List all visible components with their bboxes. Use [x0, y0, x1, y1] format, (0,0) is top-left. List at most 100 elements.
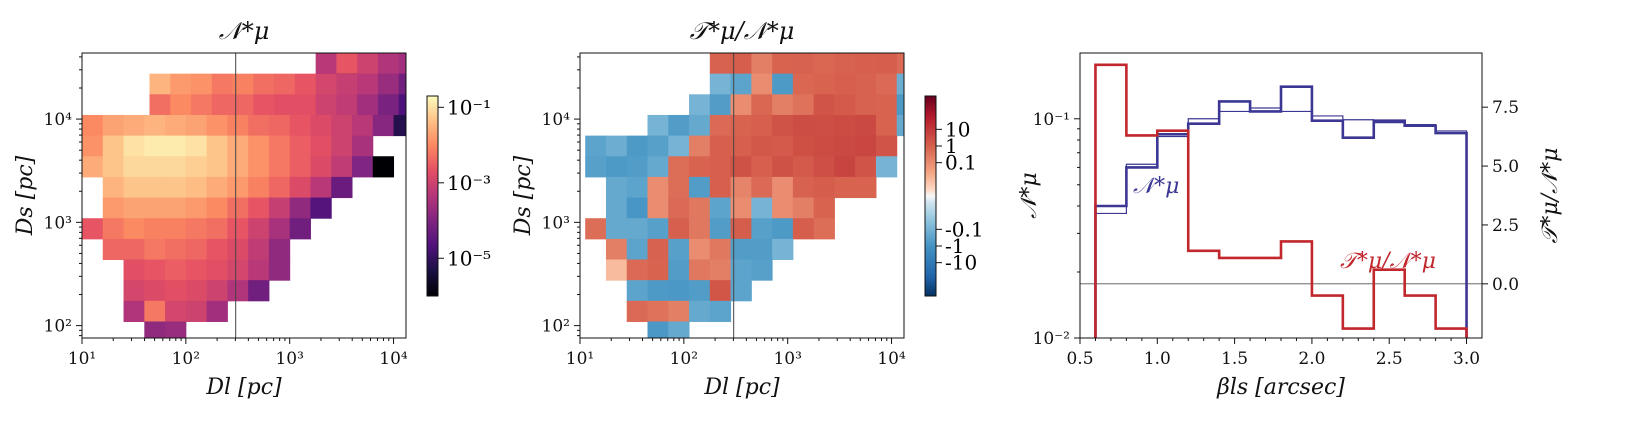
- heatmap-cell: [248, 218, 270, 240]
- heatmap-cell: [352, 135, 374, 157]
- heatmap-cell: [689, 135, 711, 157]
- heatmap-cell: [185, 176, 208, 199]
- panel-title: 𝒩*μ: [219, 17, 270, 45]
- heatmap-cell: [357, 94, 379, 116]
- x-tick-label: 1.5: [1221, 349, 1248, 369]
- heatmap-cell: [896, 94, 905, 116]
- heatmap-cell: [772, 94, 794, 116]
- heatmap-cell: [689, 259, 711, 281]
- heatmap-cell: [144, 135, 166, 157]
- heatmap-cell: [896, 73, 905, 95]
- x-tick-label: 10⁴: [379, 349, 408, 369]
- heatmap-cell: [248, 176, 270, 199]
- heatmap-cell: [668, 114, 690, 137]
- heatmap-cell: [185, 218, 208, 240]
- heatmap-cell: [227, 135, 249, 157]
- heatmap-cell: [709, 300, 732, 322]
- heatmap-cell: [398, 73, 407, 95]
- heatmap-cell: [813, 94, 835, 116]
- heatmap-cell: [352, 156, 374, 178]
- heatmap-cell: [227, 114, 249, 137]
- heatmap-cell: [336, 94, 358, 116]
- x-tick-label: 10³: [275, 349, 303, 369]
- heatmap-cell: [185, 156, 208, 178]
- heatmap-cell: [185, 114, 208, 137]
- heatmap-cell: [82, 156, 104, 178]
- legend-label-blue: 𝒩*μ: [1133, 174, 1179, 199]
- heatmap-cell: [730, 238, 752, 261]
- x-tick-label: 10¹: [68, 349, 96, 369]
- heatmap-cell: [668, 176, 690, 199]
- x-tick-label: 10³: [773, 349, 801, 369]
- heatmap-cell: [274, 94, 296, 116]
- heatmap-cell: [730, 135, 752, 157]
- heatmap-cell: [331, 156, 353, 178]
- heatmap-cell: [668, 280, 690, 302]
- heatmap-cell: [268, 218, 291, 240]
- heatmap-cell: [165, 259, 187, 281]
- heatmap-cell: [170, 94, 192, 116]
- heatmap-cell: [82, 218, 104, 240]
- heatmap-cell: [875, 114, 898, 137]
- heatmap-cell: [82, 114, 104, 137]
- heatmap-cell: [144, 238, 166, 261]
- heatmap-cell: [248, 280, 270, 302]
- heatmap-cell: [730, 73, 752, 95]
- heatmap-cell: [206, 238, 228, 261]
- heatmap-cell: [315, 53, 337, 75]
- y-axis-label: Ds [pc]: [13, 155, 38, 236]
- heatmap-cell: [274, 73, 296, 95]
- heatmap-cell: [377, 94, 400, 116]
- heatmap-cell: [248, 238, 270, 261]
- heatmap-cell: [102, 156, 125, 178]
- heatmap-cell: [398, 53, 407, 75]
- series-n-mu-thin: [1094, 107, 1468, 338]
- x-axis-label: βls [arcsec]: [1216, 375, 1345, 400]
- heatmap-cell: [227, 156, 249, 178]
- panel-left-heatmap: 10¹ 10² 10³ 10⁴ 10² 10³ 10⁴ 𝒩*μ Dl [pc] Ds [pc…: [13, 17, 491, 400]
- heatmap-cell: [268, 135, 291, 157]
- y2-tick-label: 5.0: [1492, 157, 1519, 177]
- heatmap-cell: [206, 280, 228, 302]
- heatmap-cell: [834, 73, 856, 95]
- heatmap-cell: [585, 156, 607, 178]
- heatmap-cell: [709, 280, 732, 302]
- heatmap-cell: [185, 197, 208, 219]
- heatmap-cell: [772, 176, 794, 199]
- x-tick-label: 1.0: [1144, 349, 1171, 369]
- x-tick-label: 10¹: [566, 349, 594, 369]
- heatmap-cell: [772, 218, 794, 240]
- heatmap-cell: [102, 197, 125, 219]
- heatmap-cell: [647, 321, 669, 339]
- heatmap-cell: [123, 197, 145, 219]
- heatmap-cell: [268, 156, 291, 178]
- heatmap-cell: [211, 94, 234, 116]
- heatmap-cell: [206, 156, 228, 178]
- x-axis-label: Dl [pc]: [703, 375, 780, 400]
- heatmap-cell: [689, 218, 711, 240]
- heatmap-cell: [896, 53, 905, 75]
- heatmap-cell: [813, 197, 835, 219]
- heatmap-cell: [102, 218, 125, 240]
- y2-tick-label: 0.0: [1492, 275, 1519, 295]
- heatmap-cell: [647, 197, 669, 219]
- heatmap-cell: [730, 259, 752, 281]
- heatmap-cell: [377, 73, 400, 95]
- heatmap-cell: [352, 114, 374, 137]
- y2-tick-label: 7.5: [1492, 98, 1519, 118]
- heatmap-cell: [772, 73, 794, 95]
- colorbar-tick-label: 10: [945, 117, 970, 141]
- heatmap-cell: [227, 259, 249, 281]
- heatmap-cell: [185, 238, 208, 261]
- heatmap-cell: [294, 73, 317, 95]
- heatmap-cell: [668, 300, 690, 322]
- heatmap-cell: [268, 176, 291, 199]
- heatmap-cell: [772, 53, 794, 75]
- heatmap-cell: [709, 73, 732, 95]
- axis-ticks: 10¹ 10² 10³ 10⁴ 10² 10³ 10⁴: [44, 56, 408, 369]
- heatmap-cell: [834, 156, 856, 178]
- heatmap-cell: [730, 53, 752, 75]
- x-tick-label: 0.5: [1066, 349, 1093, 369]
- heatmap-cell: [211, 73, 234, 95]
- heatmap-cell: [331, 176, 353, 199]
